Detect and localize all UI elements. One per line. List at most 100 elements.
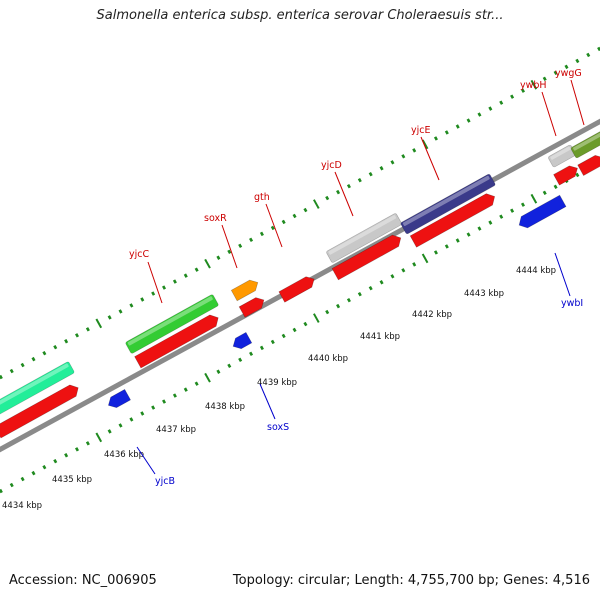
scale-label: 4437 kbp <box>156 425 196 435</box>
upper-tick-track-tick <box>95 318 103 329</box>
cds-forward[interactable] <box>577 152 600 176</box>
map-title: Salmonella enterica subsp. enterica sero… <box>96 8 504 23</box>
gene-leader-line <box>554 252 571 297</box>
upper-tick-track-tick <box>401 154 406 159</box>
upper-tick-track-tick <box>499 100 504 105</box>
lower-tick-track-tick <box>368 286 373 291</box>
upper-tick-track-tick <box>575 58 580 64</box>
upper-tick-track-tick <box>390 160 395 165</box>
lower-tick-track-tick <box>455 238 460 243</box>
lower-tick-track-tick <box>466 232 471 237</box>
cog-gene-yjcC-highlight <box>127 296 213 346</box>
cds-forward[interactable] <box>0 382 81 439</box>
scale-label: 4440 kbp <box>308 354 348 364</box>
lower-tick-track-tick <box>95 432 103 443</box>
lower-tick-track-tick <box>270 339 275 345</box>
upper-tick-track-tick <box>325 195 330 201</box>
upper-tick-track-tick <box>140 297 145 302</box>
cds-reverse[interactable] <box>105 389 131 410</box>
scale-label: 4438 kbp <box>205 402 245 412</box>
upper-tick-track-tick <box>313 199 320 209</box>
upper-tick-track-tick <box>183 273 188 278</box>
upper-tick-track-tick <box>194 267 199 272</box>
cog-gene-mint[interactable] <box>0 361 75 419</box>
lower-tick-track-tick <box>75 447 80 452</box>
lower-tick-track-tick <box>31 470 36 476</box>
gene-label-soxS[interactable]: soxS <box>267 422 289 433</box>
upper-tick-track-tick <box>455 124 460 129</box>
upper-tick-track-tick <box>553 70 558 76</box>
upper-tick-track-tick <box>75 333 80 338</box>
upper-tick-track-tick <box>0 374 3 380</box>
cog-gene-ywgG[interactable] <box>570 129 600 159</box>
lower-tick-track-tick <box>129 417 134 422</box>
lower-tick-track-tick <box>183 387 188 392</box>
lower-tick-track-tick <box>390 274 395 279</box>
upper-tick-track-tick <box>129 303 134 308</box>
cds-forward[interactable] <box>331 232 404 281</box>
upper-tick-track-tick <box>477 112 482 117</box>
upper-tick-track-tick <box>270 225 275 231</box>
scale-label: 4434 kbp <box>2 501 42 511</box>
cog-gene-mint-highlight <box>0 363 69 411</box>
cds-forward[interactable] <box>278 274 317 303</box>
upper-tick-track-tick <box>292 213 297 219</box>
cog-gene-soxR[interactable] <box>230 277 260 302</box>
lower-tick-track-tick <box>444 244 449 249</box>
upper-tick-track-tick <box>510 94 515 99</box>
gene-leader-line <box>420 136 440 181</box>
lower-tick-track-tick <box>433 250 438 255</box>
cds-reverse[interactable] <box>230 331 253 351</box>
lower-tick-track-tick <box>575 172 580 178</box>
gene-leader-line <box>541 91 557 137</box>
lower-tick-track-tick <box>421 253 429 264</box>
gene-label-ywgG[interactable]: ywgG <box>555 68 582 79</box>
cds-forward[interactable] <box>238 295 267 318</box>
lower-tick-track-tick <box>238 357 243 363</box>
gene-label-yjcE[interactable]: yjcE <box>411 125 431 136</box>
lower-tick-track-tick <box>118 423 123 428</box>
gene-label-soxR[interactable]: soxR <box>204 213 227 224</box>
cog-gene-yjcD[interactable] <box>326 213 402 263</box>
upper-tick-track-tick <box>368 172 373 177</box>
lower-tick-track-tick <box>162 399 167 404</box>
cds-forward[interactable] <box>134 312 222 369</box>
lower-tick-track-tick <box>553 184 558 190</box>
lower-tick-track-tick <box>336 303 341 309</box>
cds-forward[interactable] <box>409 191 498 248</box>
lower-tick-track-tick <box>412 262 417 267</box>
lower-tick-track-tick <box>140 411 145 416</box>
gene-label-gth[interactable]: gth <box>254 192 270 203</box>
cds-forward[interactable] <box>553 163 581 186</box>
cds-reverse[interactable] <box>516 194 567 231</box>
upper-tick-track-tick <box>172 279 177 284</box>
lower-tick-track-tick <box>42 464 47 470</box>
lower-tick-track-tick <box>85 441 90 446</box>
gene-label-yjcB[interactable]: yjcB <box>155 476 175 487</box>
lower-tick-track-tick <box>194 381 199 386</box>
lower-tick-track-tick <box>151 405 156 410</box>
cog-gene-yjcC[interactable] <box>125 294 219 354</box>
gene-label-ywbH[interactable]: ywbH <box>520 80 547 91</box>
scale-label: 4439 kbp <box>257 378 297 388</box>
upper-tick-track-tick <box>107 315 112 320</box>
upper-tick-track-tick <box>238 243 243 249</box>
gene-leader-line <box>221 224 238 269</box>
upper-tick-track-tick <box>542 76 547 81</box>
lower-tick-track-tick <box>20 476 25 482</box>
upper-tick-track-tick <box>336 189 341 195</box>
upper-tick-track-tick <box>204 258 211 269</box>
gene-leader-line <box>259 383 276 420</box>
upper-tick-track-tick <box>357 177 362 183</box>
lower-tick-track-tick <box>530 193 538 204</box>
upper-tick-track-tick <box>118 309 123 314</box>
lower-tick-track-tick <box>259 345 264 351</box>
upper-tick-track-tick <box>346 183 351 189</box>
upper-tick-track-tick <box>151 291 156 296</box>
lower-tick-track-tick <box>9 482 14 488</box>
cog-gene-yjcE[interactable] <box>400 174 496 235</box>
gene-label-ywbI[interactable]: ywbI <box>561 298 583 309</box>
gene-label-yjcC[interactable]: yjcC <box>129 249 149 260</box>
gene-label-yjcD[interactable]: yjcD <box>321 160 342 171</box>
